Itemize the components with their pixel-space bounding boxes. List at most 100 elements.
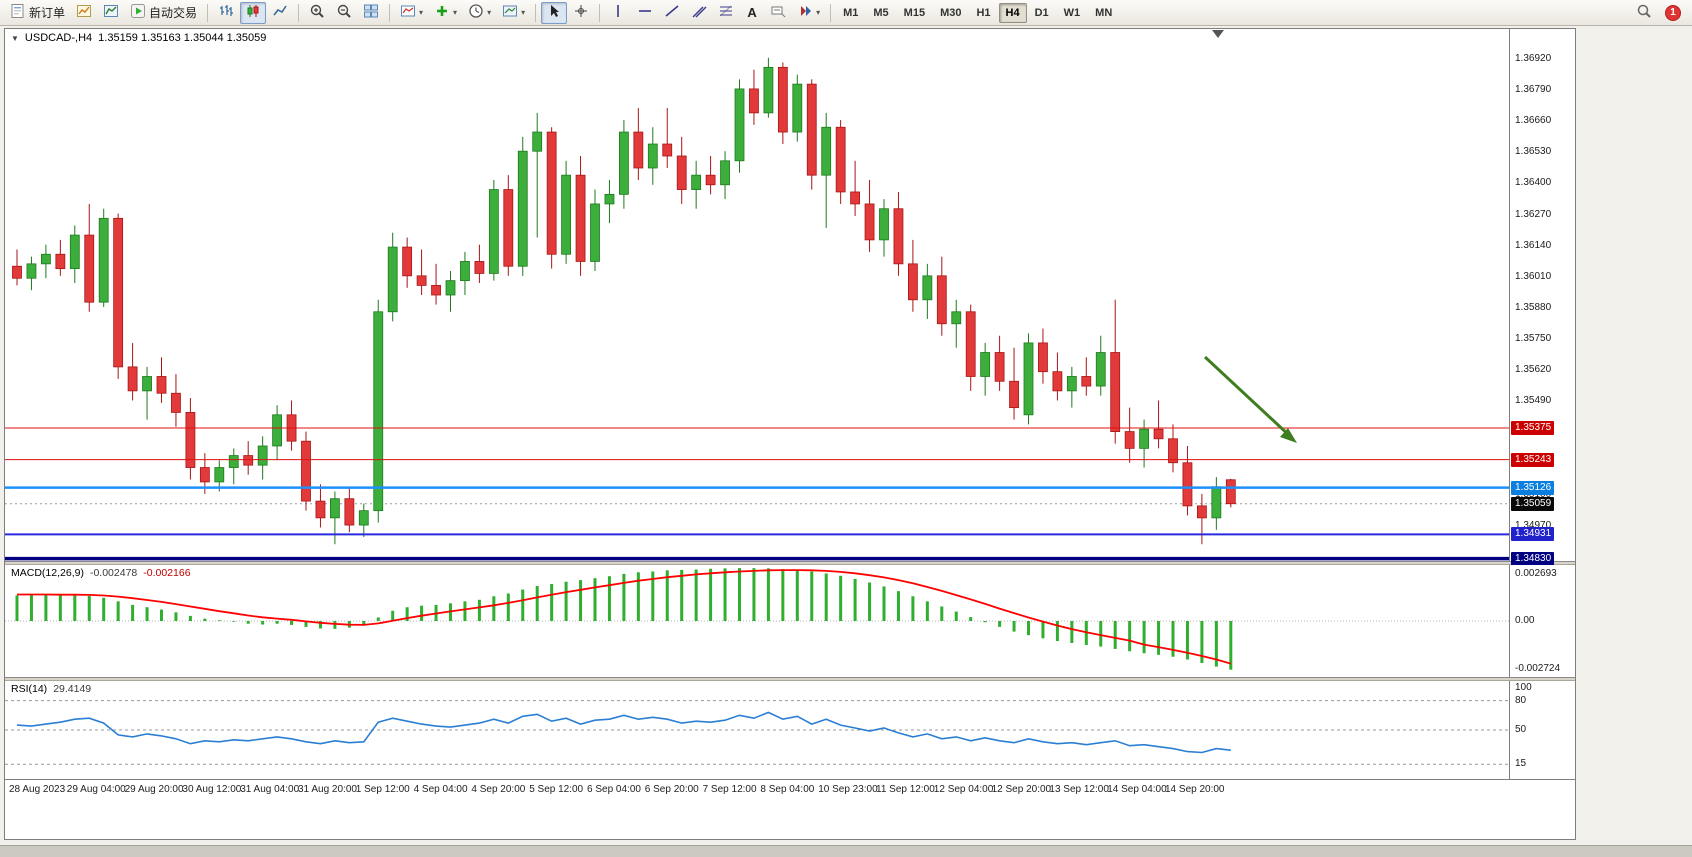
- candle-body: [373, 311, 384, 512]
- candle-body: [705, 174, 716, 186]
- candle-body: [402, 246, 413, 277]
- zoom-in-button[interactable]: [304, 2, 330, 24]
- timeframe-button-h4[interactable]: H4: [998, 2, 1027, 23]
- indicators-button[interactable]: ▾: [429, 2, 462, 24]
- trendline-tool-button[interactable]: [659, 2, 685, 24]
- main-chart-panel[interactable]: 1.36920 1.36790 1.36660 1.36530 1.36400 1.362…: [5, 29, 1575, 566]
- toolbar-right-group: 1: [1631, 2, 1687, 24]
- candle-body: [1110, 352, 1121, 432]
- channel-tool-button[interactable]: [686, 2, 712, 24]
- macd-scale[interactable]: 0.002693 0.00 -0.002724: [1509, 565, 1575, 677]
- timeframe-button-mn[interactable]: MN: [1095, 6, 1113, 19]
- candle-body: [156, 376, 167, 394]
- zoom-in-icon: [309, 3, 325, 22]
- templates-button[interactable]: ▾: [497, 2, 530, 24]
- indicators-plus-icon: [434, 3, 450, 22]
- periods-button[interactable]: ▾: [463, 2, 496, 24]
- timeframe-button-h1[interactable]: H1: [976, 6, 991, 19]
- bar-chart-mode-button[interactable]: [213, 2, 239, 24]
- rsi-scale[interactable]: 100 80 50 15: [1509, 681, 1575, 779]
- price-tick-label: 1.36660: [1515, 115, 1552, 127]
- candle-body: [850, 191, 860, 205]
- candle-body: [1168, 438, 1178, 464]
- horizontal-line-icon: [637, 3, 653, 22]
- price-tick-label: 1.36790: [1515, 83, 1552, 95]
- macd-signal-value: -0.002166: [143, 567, 191, 579]
- data-window-icon: [103, 3, 119, 22]
- status-strip: [0, 845, 1692, 857]
- timeframe-button-m5[interactable]: M5: [873, 6, 889, 19]
- time-axis-label: 6 Sep 20:00: [644, 784, 699, 795]
- candle-body: [951, 311, 962, 325]
- fibonacci-tool-button[interactable]: [713, 2, 739, 24]
- price-tick-label: 1.35750: [1515, 333, 1552, 345]
- arrows-tool-button[interactable]: ▾: [792, 2, 825, 24]
- candle-body: [228, 455, 239, 468]
- vertical-line-tool-button[interactable]: [605, 2, 631, 24]
- candle-body: [1052, 371, 1063, 392]
- rsi-panel[interactable]: 100 80 50 15 RSI(14) 29.4149: [5, 681, 1575, 779]
- price-tick-label: 1.36140: [1515, 239, 1552, 251]
- timeframe-button-d1[interactable]: D1: [1034, 6, 1049, 19]
- ohlc-values: 1.35159 1.35163 1.35044 1.35059: [98, 32, 267, 44]
- panel-separator[interactable]: [5, 677, 1575, 681]
- market-watch-button[interactable]: [71, 2, 97, 24]
- macd-panel[interactable]: 0.002693 0.00 -0.002724 MACD(12,26,9) -0.0…: [5, 565, 1575, 677]
- candle-body: [1153, 428, 1164, 440]
- data-window-button[interactable]: [98, 2, 124, 24]
- horizontal-line-tool-button[interactable]: [632, 2, 658, 24]
- crosshair-button[interactable]: [568, 2, 594, 24]
- symbol-period-label: USDCAD-,H4: [24, 32, 93, 44]
- notification-badge[interactable]: 1: [1665, 4, 1681, 21]
- timeframe-button-m1[interactable]: M1: [843, 6, 859, 19]
- macd-main-value: -0.002478: [89, 567, 138, 579]
- new-order-button[interactable]: 新订单: [5, 2, 70, 24]
- timeframe-button-w1[interactable]: W1: [1063, 6, 1081, 19]
- profiles-button[interactable]: ▾: [395, 2, 428, 24]
- chart-shift-marker[interactable]: [1212, 30, 1224, 38]
- search-button[interactable]: [1631, 2, 1657, 24]
- candle-body: [1139, 428, 1149, 449]
- candle-body: [199, 467, 210, 483]
- candle-body: [792, 83, 803, 133]
- time-axis-label: 4 Sep 20:00: [471, 784, 526, 795]
- candle-body: [1124, 431, 1135, 449]
- candle-body: [922, 275, 933, 301]
- candle-body: [517, 150, 528, 267]
- candle-body: [272, 414, 283, 447]
- candle-body: [344, 498, 355, 526]
- one-click-trading-toggle[interactable]: ▼: [11, 33, 19, 43]
- candlestick-mode-button[interactable]: [240, 1, 267, 24]
- search-icon: [1636, 3, 1652, 22]
- panel-separator[interactable]: [5, 561, 1575, 565]
- trendline-icon: [664, 3, 680, 22]
- text-label-tool-button[interactable]: [765, 2, 791, 24]
- arrow-annotation-line[interactable]: [1203, 355, 1293, 439]
- price-tick-label: 1.36270: [1515, 208, 1552, 220]
- timeframe-button-m30[interactable]: M30: [940, 6, 962, 19]
- candle-body: [1182, 462, 1193, 507]
- auto-trading-button[interactable]: 自动交易: [125, 2, 202, 24]
- candle-body: [301, 440, 311, 502]
- rsi-plot: [5, 700, 1509, 765]
- macd-header: MACD(12,26,9) -0.002478 -0.002166: [11, 567, 191, 579]
- zoom-out-button[interactable]: [331, 2, 357, 24]
- time-axis[interactable]: 28 Aug 2023 29 Aug 04:00 29 Aug 20:00 30 Au…: [5, 779, 1575, 799]
- text-tool-button[interactable]: A: [740, 2, 764, 24]
- price-tick-label: 1.35880: [1515, 301, 1552, 313]
- price-line-tag: 1.35375: [1511, 421, 1555, 435]
- candlestick-icon: [245, 3, 261, 22]
- cursor-button[interactable]: [541, 1, 568, 24]
- arrow-annotation-head[interactable]: [1280, 428, 1297, 443]
- macd-scale-label: 0.00: [1515, 615, 1535, 626]
- tile-windows-button[interactable]: [358, 2, 384, 24]
- line-chart-mode-button[interactable]: [267, 2, 293, 24]
- timeframe-button-m15[interactable]: M15: [903, 6, 926, 19]
- price-scale[interactable]: 1.36920 1.36790 1.36660 1.36530 1.36400 1.362…: [1509, 29, 1575, 566]
- candle-body: [908, 263, 918, 301]
- candle-body: [749, 88, 759, 114]
- candlestick-plot[interactable]: [5, 29, 1509, 561]
- candle-body: [980, 352, 991, 377]
- time-axis-label: 14 Sep 04:00: [1107, 784, 1167, 795]
- candle-body: [965, 311, 976, 377]
